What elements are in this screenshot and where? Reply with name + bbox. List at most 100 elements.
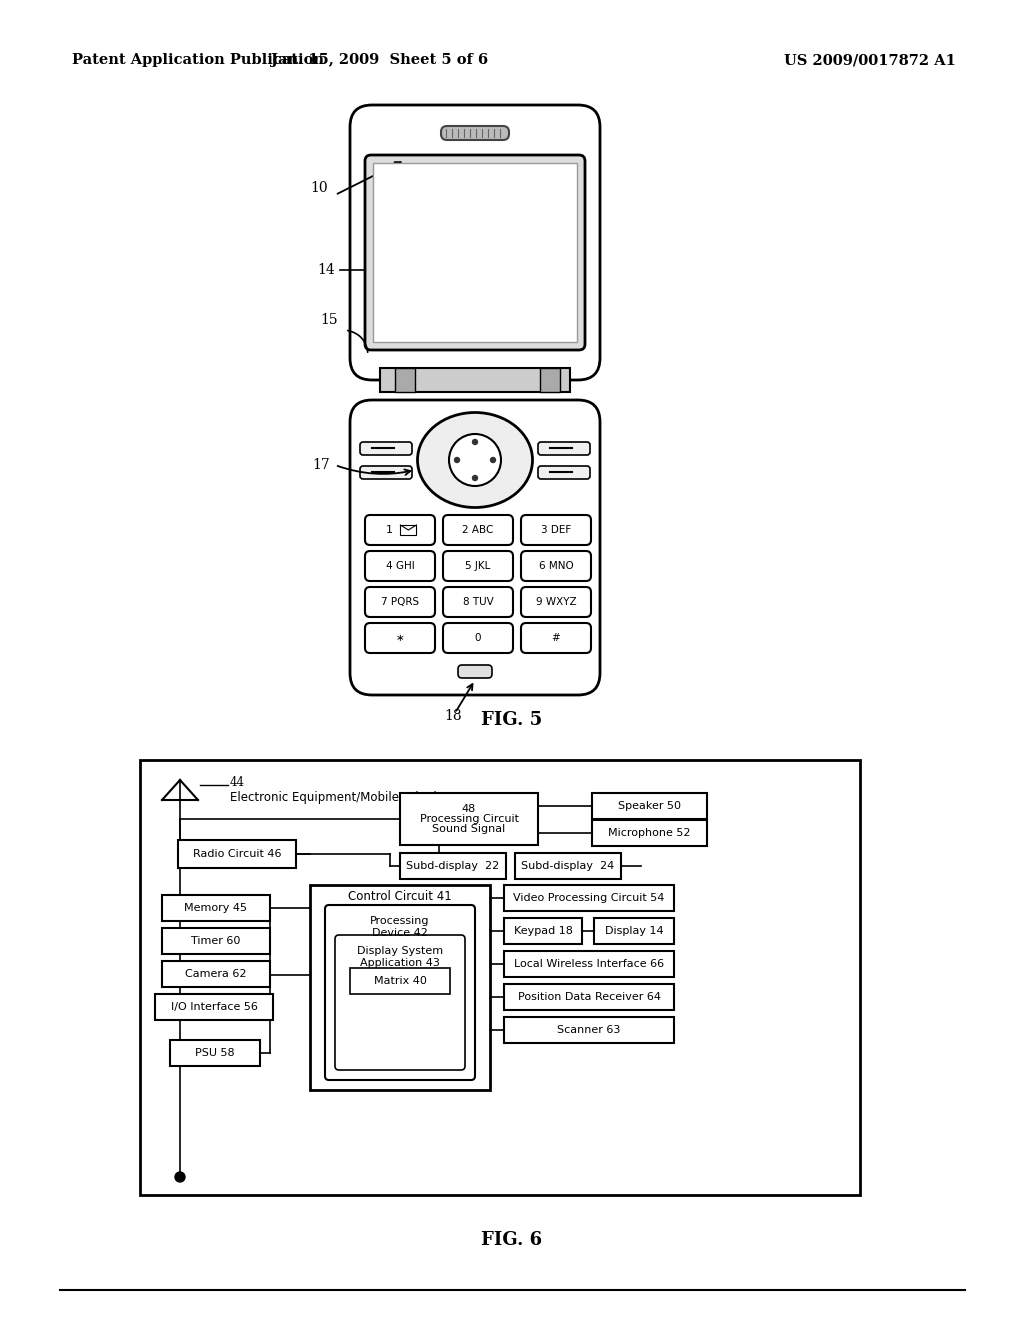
Circle shape — [175, 1172, 185, 1181]
Text: Control Circuit 41: Control Circuit 41 — [348, 891, 452, 903]
Bar — [540, 368, 560, 392]
Text: 7 PQRS: 7 PQRS — [381, 597, 419, 607]
FancyBboxPatch shape — [521, 515, 591, 545]
Text: Application 43: Application 43 — [360, 958, 440, 968]
Circle shape — [490, 458, 496, 462]
Text: I/O Interface 56: I/O Interface 56 — [171, 1002, 257, 1012]
Circle shape — [455, 458, 460, 462]
Text: 15: 15 — [321, 313, 338, 327]
Ellipse shape — [418, 412, 532, 507]
FancyBboxPatch shape — [365, 154, 585, 350]
Text: FIG. 6: FIG. 6 — [481, 1232, 543, 1249]
Bar — [155, 994, 273, 1020]
Bar — [170, 1040, 260, 1067]
Bar — [178, 840, 296, 869]
Text: Camera 62: Camera 62 — [185, 969, 247, 979]
Text: 5 JKL: 5 JKL — [465, 561, 490, 572]
Text: 6 MNO: 6 MNO — [539, 561, 573, 572]
Text: Microphone 52: Microphone 52 — [608, 828, 691, 838]
Text: 44: 44 — [230, 776, 245, 789]
Text: 17: 17 — [312, 458, 330, 473]
Text: #: # — [552, 634, 560, 643]
Bar — [162, 928, 270, 954]
Bar — [350, 968, 450, 994]
Text: Processing: Processing — [371, 916, 430, 927]
Text: 18: 18 — [444, 709, 462, 723]
Text: Video Processing Circuit 54: Video Processing Circuit 54 — [513, 894, 665, 903]
FancyBboxPatch shape — [521, 587, 591, 616]
Bar — [373, 162, 577, 342]
Text: Display System: Display System — [357, 946, 443, 956]
Ellipse shape — [449, 434, 501, 486]
Text: Display 14: Display 14 — [605, 927, 664, 936]
Text: Speaker 50: Speaker 50 — [618, 801, 681, 810]
Bar — [310, 884, 490, 1090]
Bar — [504, 983, 674, 1010]
FancyBboxPatch shape — [521, 623, 591, 653]
Bar — [594, 917, 674, 944]
Text: Electronic Equipment/Mobile Telephone 10: Electronic Equipment/Mobile Telephone 10 — [230, 791, 481, 804]
Text: FIG. 5: FIG. 5 — [481, 711, 543, 729]
FancyBboxPatch shape — [365, 623, 435, 653]
Text: 9 WXYZ: 9 WXYZ — [536, 597, 577, 607]
Text: US 2009/0017872 A1: US 2009/0017872 A1 — [784, 53, 956, 67]
FancyBboxPatch shape — [458, 665, 492, 678]
Text: Sound Signal: Sound Signal — [432, 824, 506, 834]
Bar — [504, 950, 674, 977]
FancyBboxPatch shape — [360, 442, 412, 455]
FancyBboxPatch shape — [325, 906, 475, 1080]
Text: Subd-display  22: Subd-display 22 — [407, 861, 500, 871]
Bar — [395, 368, 415, 392]
Bar — [400, 853, 506, 879]
Text: 10: 10 — [310, 181, 328, 195]
Text: 1: 1 — [386, 525, 393, 535]
Bar — [592, 820, 707, 846]
FancyBboxPatch shape — [443, 550, 513, 581]
Text: Jan. 15, 2009  Sheet 5 of 6: Jan. 15, 2009 Sheet 5 of 6 — [271, 53, 488, 67]
Text: 8 TUV: 8 TUV — [463, 597, 494, 607]
Text: Device 42: Device 42 — [372, 928, 428, 939]
Text: 48: 48 — [462, 804, 476, 814]
FancyBboxPatch shape — [335, 935, 465, 1071]
Bar — [162, 895, 270, 921]
Bar — [400, 525, 417, 535]
FancyBboxPatch shape — [365, 587, 435, 616]
FancyBboxPatch shape — [443, 587, 513, 616]
Text: Memory 45: Memory 45 — [184, 903, 248, 913]
Text: Position Data Receiver 64: Position Data Receiver 64 — [517, 993, 660, 1002]
FancyBboxPatch shape — [365, 550, 435, 581]
Text: 4 GHI: 4 GHI — [386, 561, 415, 572]
Bar — [592, 793, 707, 818]
Bar — [162, 961, 270, 987]
Circle shape — [472, 475, 477, 480]
FancyBboxPatch shape — [538, 466, 590, 479]
Text: Local Wireless Interface 66: Local Wireless Interface 66 — [514, 960, 664, 969]
FancyBboxPatch shape — [443, 515, 513, 545]
Bar — [504, 884, 674, 911]
Text: ∗: ∗ — [395, 634, 404, 643]
FancyBboxPatch shape — [350, 106, 600, 380]
Text: Keypad 18: Keypad 18 — [514, 927, 572, 936]
Text: Processing Circuit: Processing Circuit — [420, 814, 518, 824]
Text: Matrix 40: Matrix 40 — [374, 975, 426, 986]
Text: Timer 60: Timer 60 — [191, 936, 241, 946]
Bar — [504, 1016, 674, 1043]
Bar — [380, 368, 570, 392]
Text: PSU 58: PSU 58 — [196, 1048, 234, 1059]
Bar — [504, 917, 582, 944]
Bar — [515, 853, 621, 879]
Text: Patent Application Publication: Patent Application Publication — [72, 53, 324, 67]
FancyBboxPatch shape — [441, 125, 509, 140]
FancyBboxPatch shape — [521, 550, 591, 581]
Text: 2 ABC: 2 ABC — [462, 525, 494, 535]
FancyBboxPatch shape — [360, 466, 412, 479]
Text: Radio Circuit 46: Radio Circuit 46 — [193, 849, 282, 859]
Text: 0: 0 — [475, 634, 481, 643]
Circle shape — [472, 440, 477, 445]
Text: 3 DEF: 3 DEF — [541, 525, 571, 535]
Bar — [400, 793, 538, 845]
Text: Scanner 63: Scanner 63 — [557, 1026, 621, 1035]
Bar — [140, 760, 860, 1195]
Text: 14: 14 — [317, 263, 335, 277]
FancyBboxPatch shape — [365, 515, 435, 545]
